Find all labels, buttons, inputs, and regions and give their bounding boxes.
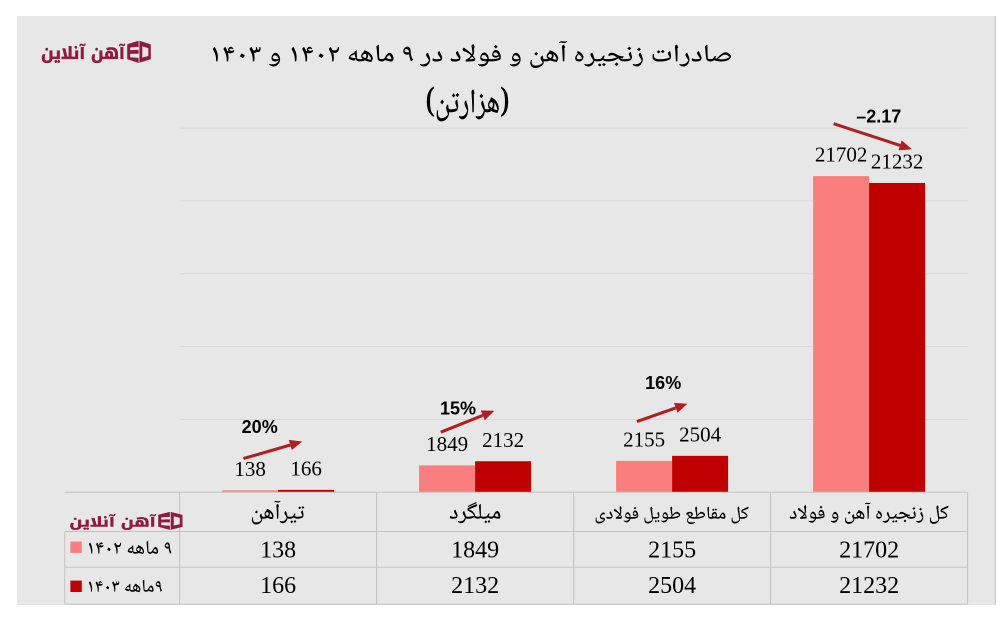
svg-text:1849: 1849	[451, 538, 499, 564]
svg-text:2155: 2155	[648, 538, 696, 564]
svg-text:15%: 15%	[440, 398, 476, 418]
svg-text:2132: 2132	[482, 428, 524, 452]
svg-text:138: 138	[260, 538, 296, 564]
svg-text:21702: 21702	[839, 538, 899, 564]
svg-text:2132: 2132	[451, 573, 499, 599]
svg-text:138: 138	[234, 457, 266, 481]
svg-text:21702: 21702	[815, 143, 868, 167]
svg-text:2504: 2504	[679, 422, 722, 446]
svg-text:2504: 2504	[648, 573, 696, 599]
svg-text:–2.17: –2.17	[856, 107, 901, 127]
svg-text:1849: 1849	[426, 432, 468, 456]
svg-text:21232: 21232	[839, 573, 899, 599]
svg-text:16%: 16%	[645, 373, 681, 393]
svg-text:21232: 21232	[871, 150, 924, 174]
svg-text:166: 166	[290, 457, 322, 481]
svg-text:166: 166	[260, 573, 296, 599]
svg-text:20%: 20%	[242, 417, 278, 437]
svg-text:2155: 2155	[623, 428, 665, 452]
